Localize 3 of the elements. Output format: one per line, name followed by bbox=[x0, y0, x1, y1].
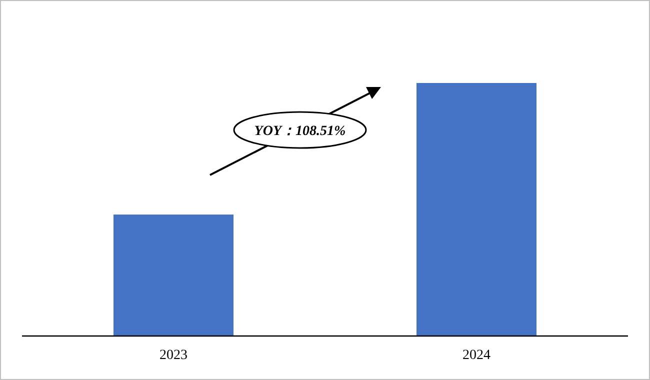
x-tick-label: 2024 bbox=[462, 348, 490, 363]
x-tick-label: 2023 bbox=[160, 348, 188, 363]
annotation: YOY：108.51% bbox=[254, 124, 346, 139]
